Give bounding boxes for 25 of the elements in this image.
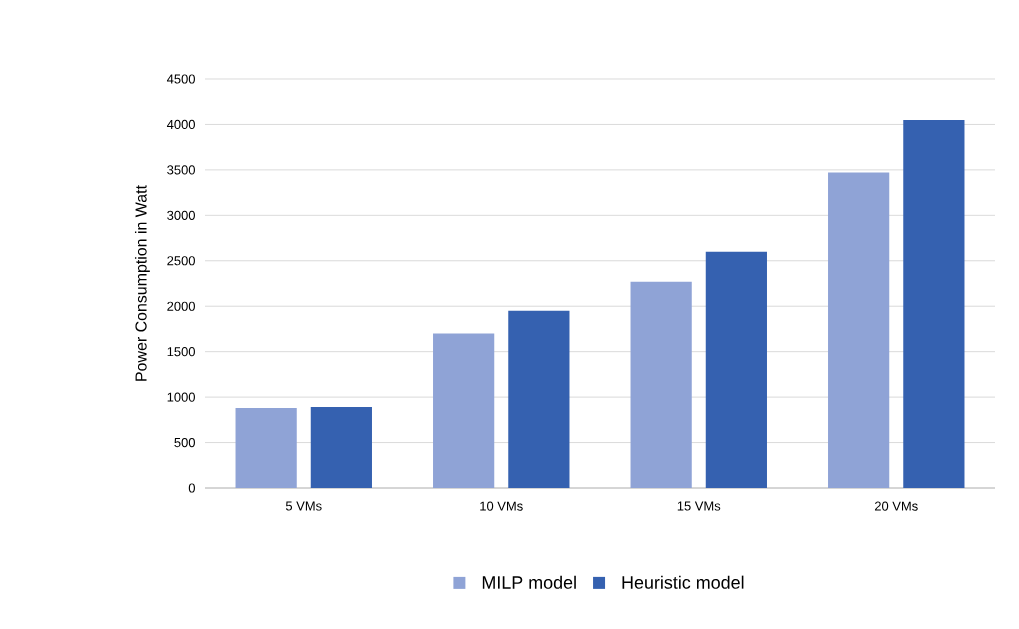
legend-label: Heuristic model — [622, 575, 744, 589]
bar — [828, 172, 890, 488]
y-tick-label: 3000 — [167, 210, 195, 220]
y-tick-label: 4500 — [166, 74, 195, 84]
y-tick-label: 500 — [174, 437, 195, 448]
y-tick-label: 1000 — [167, 392, 195, 402]
bar — [903, 119, 965, 488]
y-tick-label: 1500 — [167, 347, 195, 357]
x-tick-label: 15 VMs — [677, 501, 721, 511]
y-tick-label: 2000 — [167, 301, 195, 311]
y-tick-label: 4000 — [166, 119, 195, 130]
x-tick-label: 5 VMs — [285, 501, 322, 511]
y-tick-label: 3500 — [167, 165, 195, 175]
bar — [310, 407, 372, 488]
y-tick-label: 2500 — [167, 256, 195, 266]
bar — [705, 251, 767, 488]
legend-label: MILP model — [482, 575, 576, 589]
y-axis-title: Power Consumption in Watt — [134, 185, 150, 381]
bar — [433, 333, 495, 488]
x-tick-label: 10 VMs — [480, 501, 523, 511]
x-tick-label: 20 VMs — [874, 501, 918, 511]
bar — [235, 408, 297, 488]
y-tick-label: 0 — [188, 483, 195, 493]
bar — [508, 310, 570, 488]
bar — [630, 281, 692, 488]
